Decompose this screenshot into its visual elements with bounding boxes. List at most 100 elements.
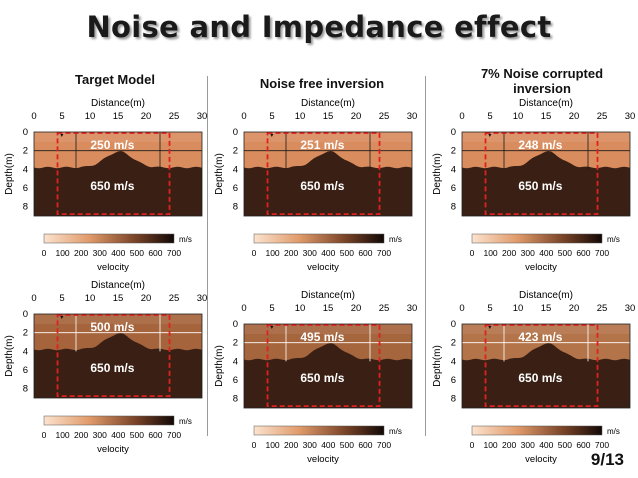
x-tick-label: 30: [625, 111, 636, 122]
x-tick-label: 0: [31, 293, 36, 304]
source-marker: [488, 326, 492, 329]
y-tick-label: 8: [233, 202, 238, 213]
y-tick-label: 4: [233, 164, 238, 175]
colorbar-label: velocity: [525, 262, 557, 273]
colorbar-label: velocity: [97, 262, 129, 273]
plot-frame: [243, 131, 413, 217]
y-tick-label: 6: [233, 183, 238, 194]
x-tick-label: 0: [459, 111, 464, 122]
x-axis-title: Distance(m): [301, 98, 355, 109]
bottom-velocity-label: 650 m/s: [300, 179, 344, 193]
colorbar-tick-label: 700: [377, 248, 391, 258]
colorbar-tick-label: 300: [93, 248, 107, 258]
colorbar-tick-label: 600: [148, 248, 162, 258]
top-velocity-label: 495 m/s: [300, 330, 344, 344]
x-tick-label: 25: [169, 111, 180, 122]
x-tick-label: 10: [295, 303, 306, 314]
colorbar-tick-label: 600: [358, 248, 372, 258]
colorbar-tick-label: 500: [340, 248, 354, 258]
x-tick-label: 25: [597, 303, 608, 314]
colorbar-tick-label: 100: [483, 440, 497, 450]
colorbar-tick-label: 700: [167, 430, 181, 440]
y-tick-label: 4: [451, 356, 456, 367]
y-tick-label: 4: [451, 164, 456, 175]
x-tick-label: 10: [85, 293, 96, 304]
x-tick-label: 25: [169, 293, 180, 304]
y-tick-label: 2: [451, 146, 456, 157]
velocity-panel-noisy-bottom: Distance(m) 0 5 10 15 20 25 30 Depth(m) 0 2 4 6 8 423 …: [428, 284, 638, 469]
colorbar-tick-label: 200: [284, 440, 298, 450]
y-axis-title: Depth(m): [4, 335, 15, 377]
colorbar: [253, 233, 385, 244]
y-tick-label: 6: [233, 375, 238, 386]
column-heading-noise-free: Noise free inversion: [259, 76, 385, 91]
colorbar-tick-label: 300: [93, 430, 107, 440]
colorbar-tick-label: 600: [358, 440, 372, 450]
velocity-panel-noisefree-bottom: Distance(m) 0 5 10 15 20 25 30 Depth(m) 0 2 4 6 8 495 …: [210, 284, 420, 469]
colorbar-tick-label: 300: [303, 440, 317, 450]
velocity-section: Distance(m) 0 5 10 15 20 25 30 Depth(m) 0 2 4 6 8 251 …: [214, 98, 417, 273]
colorbar: [253, 425, 385, 436]
source-marker: [60, 316, 64, 319]
bottom-velocity-label: 650 m/s: [518, 179, 562, 193]
x-tick-label: 15: [113, 293, 124, 304]
y-tick-label: 8: [23, 384, 28, 395]
y-axis-title: Depth(m): [432, 345, 443, 387]
surface-band: [462, 132, 630, 142]
region-box: [484, 324, 599, 408]
velocity-panel-target-top: Distance(m) 0 5 10 15 20 25 30 Depth(m) 0 2 4 6 8 250 …: [0, 92, 210, 277]
column-heading-noise-corrupted: 7% Noise corrupted inversion: [452, 66, 632, 96]
y-tick-label: 6: [451, 375, 456, 386]
y-tick-label: 2: [233, 338, 238, 349]
colorbar-unit: m/s: [607, 427, 620, 436]
column-heading-target-model: Target Model: [75, 72, 155, 87]
top-velocity-label: 500 m/s: [90, 320, 134, 334]
x-tick-label: 30: [197, 293, 208, 304]
colorbar-tick-label: 400: [539, 440, 553, 450]
velocity-section: Distance(m) 0 5 10 15 20 25 30 Depth(m) 0 2 4 6 8 250 …: [4, 98, 207, 273]
y-tick-label: 2: [23, 146, 28, 157]
colorbar-label: velocity: [97, 444, 129, 455]
velocity-section: Distance(m) 0 5 10 15 20 25 30 Depth(m) 0 2 4 6 8 500 …: [4, 280, 208, 455]
surface-band: [244, 132, 412, 142]
x-tick-label: 10: [513, 303, 524, 314]
top-velocity-label: 423 m/s: [518, 330, 562, 344]
column-heading-line1: 7% Noise corrupted: [480, 66, 604, 81]
y-tick-label: 0: [23, 127, 28, 138]
x-tick-label: 25: [597, 111, 608, 122]
colorbar: [471, 425, 603, 436]
x-tick-label: 5: [59, 293, 64, 304]
y-tick-label: 0: [451, 127, 456, 138]
colorbar-tick-label: 500: [558, 440, 572, 450]
colorbar-tick-label: 500: [130, 248, 144, 258]
bottom-velocity-label: 650 m/s: [300, 371, 344, 385]
region-box: [56, 314, 171, 398]
y-tick-label: 2: [233, 146, 238, 157]
plot-frame: [461, 131, 631, 217]
colorbar-tick-label: 0: [252, 248, 257, 258]
plot-frame: [33, 313, 203, 399]
x-axis-title: Distance(m): [519, 290, 573, 301]
x-tick-label: 20: [569, 111, 580, 122]
colorbar-tick-label: 400: [111, 430, 125, 440]
x-tick-label: 20: [351, 303, 362, 314]
colorbar-tick-label: 0: [470, 248, 475, 258]
y-tick-label: 8: [23, 202, 28, 213]
source-marker: [60, 134, 64, 137]
colorbar-tick-label: 100: [265, 440, 279, 450]
x-tick-label: 0: [31, 111, 36, 122]
top-velocity-label: 248 m/s: [518, 138, 562, 152]
surface-band: [34, 314, 202, 324]
colorbar-tick-label: 300: [521, 440, 535, 450]
y-tick-label: 4: [233, 356, 238, 367]
y-axis-title: Depth(m): [214, 345, 225, 387]
x-tick-label: 15: [541, 303, 552, 314]
colorbar-tick-label: 0: [42, 248, 47, 258]
slide-title: Noise and Impedance effect: [86, 10, 552, 44]
x-tick-label: 15: [323, 111, 334, 122]
y-axis-title: Depth(m): [432, 153, 443, 195]
colorbar: [43, 415, 175, 426]
x-tick-label: 5: [487, 303, 492, 314]
x-tick-label: 5: [269, 303, 274, 314]
x-tick-label: 10: [513, 111, 524, 122]
